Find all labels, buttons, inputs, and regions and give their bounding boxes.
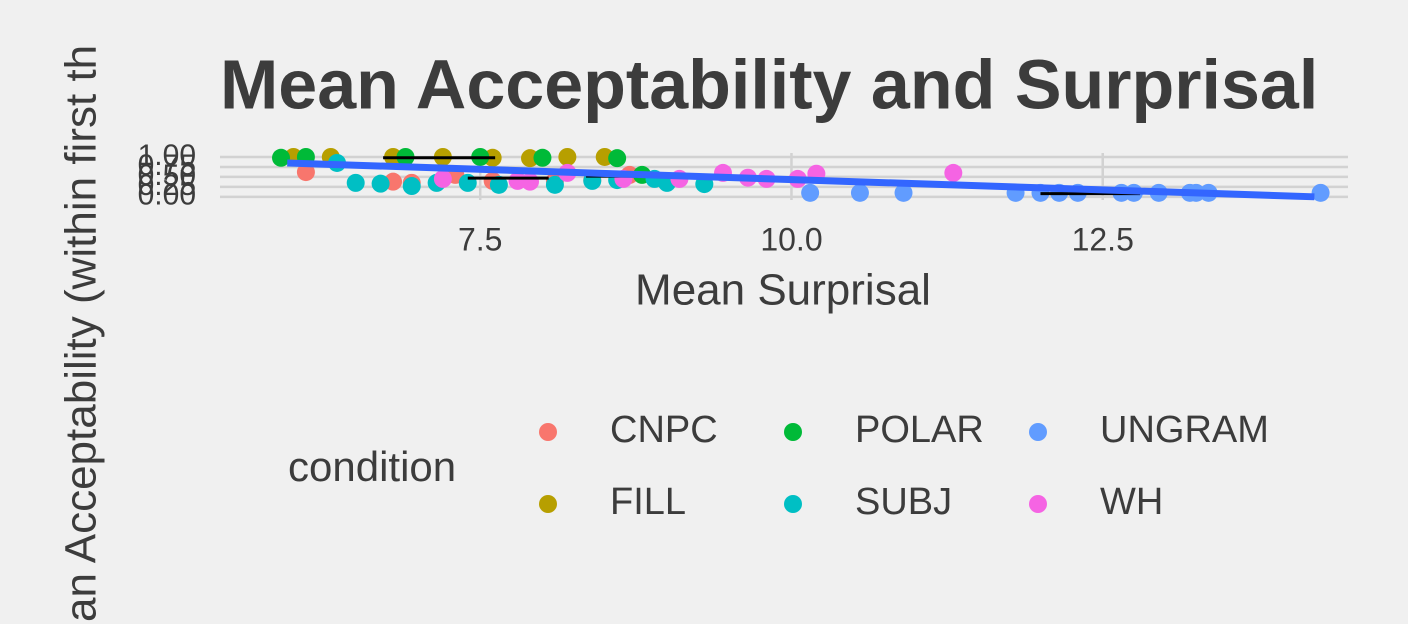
legend-label: CNPC <box>610 409 718 451</box>
point <box>489 175 508 194</box>
legend-marker <box>539 495 557 513</box>
chart-title: Mean Acceptability and Surprisal <box>220 45 1318 123</box>
point <box>346 173 365 192</box>
y-tick-label: 0.25 <box>138 169 196 202</box>
point <box>533 148 552 167</box>
point <box>608 149 627 168</box>
x-tick-label: 7.5 <box>458 221 502 257</box>
legend-marker <box>1029 423 1047 441</box>
x-axis-title: Mean Surprisal <box>635 266 931 315</box>
legend-label: UNGRAM <box>1100 409 1269 451</box>
point <box>558 147 577 166</box>
y-tick-label: 1.00 <box>138 139 196 172</box>
point <box>894 183 913 202</box>
point <box>1311 183 1330 202</box>
y-tick-label: 0.50 <box>138 159 196 192</box>
point <box>433 169 452 188</box>
legend-marker <box>539 423 557 441</box>
point <box>458 173 477 192</box>
legend-label: WH <box>1100 481 1163 523</box>
point <box>296 163 315 182</box>
point <box>402 177 421 196</box>
point <box>545 175 564 194</box>
legend-marker <box>1029 495 1047 513</box>
legend-label: POLAR <box>855 409 984 451</box>
legend-label: FILL <box>610 481 686 523</box>
point <box>371 174 390 193</box>
trend-line <box>287 159 1315 201</box>
legend-label: SUBJ <box>855 481 952 523</box>
point <box>850 183 869 202</box>
point <box>272 148 291 167</box>
y-axis-title: an Acceptability (within first th <box>57 45 106 622</box>
legend-marker <box>784 495 802 513</box>
point <box>944 163 963 182</box>
point <box>801 183 820 202</box>
x-tick-label: 10.0 <box>760 221 822 257</box>
x-tick-label: 12.5 <box>1072 221 1134 257</box>
point <box>521 172 540 191</box>
y-tick-label: 0.75 <box>138 149 196 182</box>
legend-title: condition <box>288 443 456 490</box>
legend-marker <box>784 423 802 441</box>
y-tick-label: 0.00 <box>138 179 196 212</box>
